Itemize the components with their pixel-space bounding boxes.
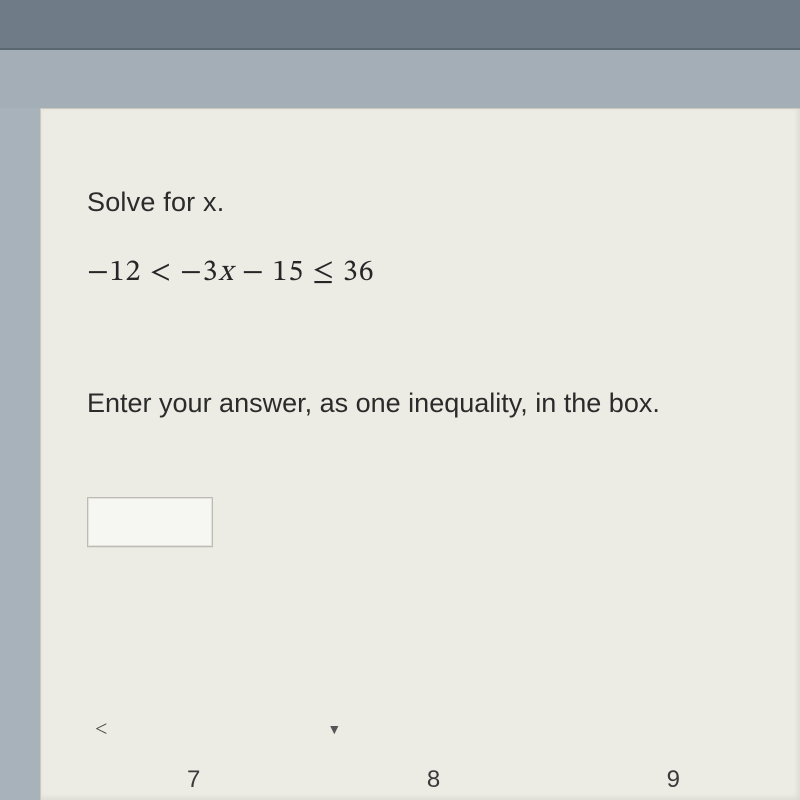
window-titlebar	[0, 0, 800, 50]
less-than-button[interactable]: <	[95, 716, 107, 742]
window-gap	[0, 50, 800, 108]
screen: Solve for x. −12 < −3x − 15 ≤ 36 Enter y…	[0, 0, 800, 800]
inequality-expression: −12 < −3x − 15 ≤ 36	[87, 254, 800, 292]
keypad-7[interactable]: 7	[187, 766, 200, 798]
answer-instruction: Enter your answer, as one inequality, in…	[87, 388, 800, 419]
question-prompt: Solve for x.	[87, 187, 800, 218]
dropdown-icon[interactable]: ▼	[327, 721, 341, 737]
answer-input[interactable]	[87, 497, 213, 547]
keypad-9[interactable]: 9	[667, 766, 680, 798]
question-card: Solve for x. −12 < −3x − 15 ≤ 36 Enter y…	[40, 108, 800, 800]
keypad-row: 7 8 9	[41, 766, 800, 800]
keypad-8[interactable]: 8	[427, 766, 440, 798]
symbol-toolbar: < ▼	[95, 716, 341, 742]
